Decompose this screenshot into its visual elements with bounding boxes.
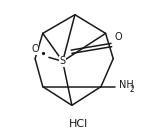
Text: NH: NH [119,80,134,90]
Text: O: O [114,32,122,42]
Text: 2: 2 [130,86,134,95]
Text: O: O [31,44,39,54]
Text: S: S [60,56,66,66]
Text: HCl: HCl [68,119,88,129]
